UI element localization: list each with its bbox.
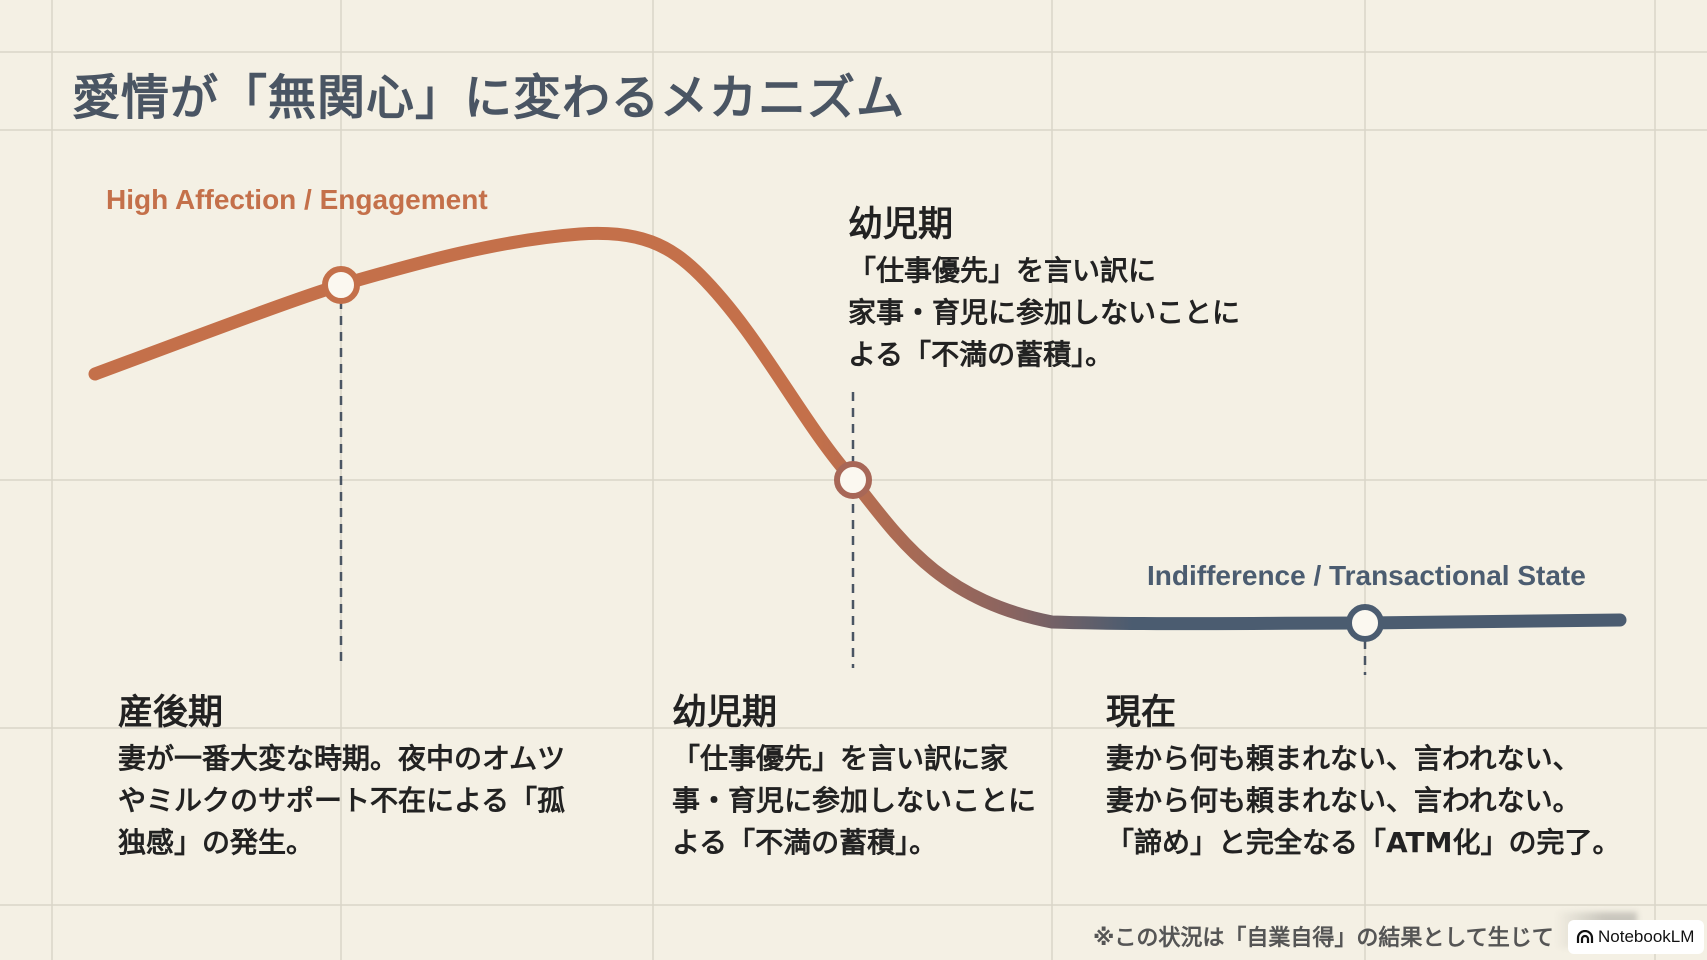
callout-text: 「仕事優先」を言い訳に 家事・育児に参加しないことに よる「不満の蓄積」。 [848,250,1240,376]
callout-line: よる「不満の蓄積」。 [848,338,1114,371]
stage-line: 「仕事優先」を言い訳に家 [672,742,1009,775]
stage-text-toddler: 「仕事優先」を言い訳に家 事・育児に参加しないことに よる「不満の蓄積」。 [672,738,1036,864]
milestone-marker-toddler [834,461,872,499]
badge-label: NotebookLM [1598,927,1695,946]
stage-text-present: 妻から何も頼まれない、言われない、 妻から何も頼まれない、言われない。 「諦め」… [1106,738,1620,864]
stage-line: 事・育児に参加しないことに [672,784,1037,817]
stage-line: 独感」の発生。 [118,826,315,859]
stage-heading-toddler: 幼児期 [672,693,778,733]
stage-text-postpartum: 妻が一番大変な時期。夜中のオムツ やミルクのサポート不在による「孤 独感」の発生… [118,738,565,864]
stage-heading-postpartum: 産後期 [118,693,224,733]
stage-line: 妻が一番大変な時期。夜中のオムツ [118,742,566,775]
indifference-label: Indifference / Transactional State [1147,560,1586,591]
stage-line: 妻から何も頼まれない、言われない、 [1106,742,1581,775]
high-affection-label: High Affection / Engagement [106,184,488,215]
milestone-marker-present [1346,604,1384,642]
stage-line: よる「不満の蓄積」。 [672,826,938,859]
callout-heading: 幼児期 [848,205,954,245]
stage-heading-present: 現在 [1106,693,1177,733]
milestone-marker-postpartum [322,266,360,304]
stage-line: 「諦め」と完全なる「ATM化」の完了。 [1106,826,1621,859]
stage-line: やミルクのサポート不在による「孤 [118,784,566,817]
notebooklm-badge: NotebookLM [1568,920,1705,954]
callout-line: 「仕事優先」を言い訳に [848,254,1157,287]
page-title: 愛情が「無関心」に変わるメカニズム [72,70,906,126]
footnote: ※この状況は「自業自得」の結果として生じて [1093,926,1554,951]
callout-line: 家事・育児に参加しないことに [848,296,1241,329]
notebooklm-icon [1576,930,1594,943]
stage-line: 妻から何も頼まれない、言われない。 [1106,784,1581,817]
